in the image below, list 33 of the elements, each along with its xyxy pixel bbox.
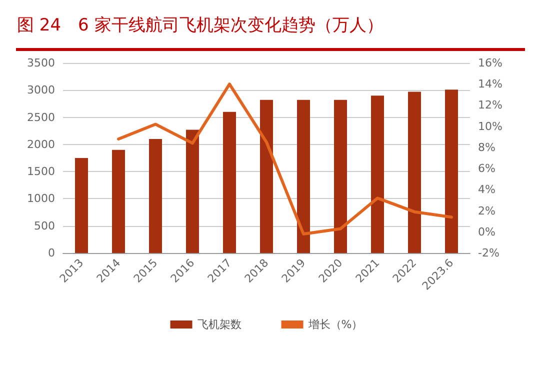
bar [186,130,199,253]
y2-tick-label: 12% [478,98,502,112]
y-tick-label: 2000 [27,138,55,151]
legend-label: 飞机架数 [197,318,242,331]
bar [223,112,236,253]
y2-tick-label: 8% [478,140,496,154]
y-tick-label: 1000 [27,192,55,206]
y-tick-label: 3000 [27,84,55,97]
y2-tick-label: 16% [478,56,502,70]
y2-tick-label: 0% [478,225,496,238]
y2-tick-label: 10% [478,120,502,133]
y2-tick-label: -2% [478,246,500,260]
bar [371,96,384,253]
bar [408,92,421,253]
bar [297,100,310,253]
y-tick-label: 500 [34,219,55,232]
bar [445,90,458,253]
chart-title: 图 24 6 家干线航司飞机架次变化趋势（万人） [17,16,384,36]
bar [334,100,347,253]
bar [112,150,125,253]
y2-tick-label: 14% [478,78,502,91]
bar [75,158,88,253]
y-tick-label: 3500 [27,56,55,70]
y2-tick-label: 6% [478,162,496,176]
bar [260,100,273,253]
y2-tick-label: 4% [478,183,496,196]
y2-tick-label: 2% [478,204,496,218]
line-series [117,82,453,236]
legend-label: 增长（%） [307,318,363,331]
y-tick-label: 2500 [27,110,55,124]
y-tick-label: 1500 [27,165,55,178]
y-tick-label: 0 [48,246,55,260]
bar [149,139,162,253]
